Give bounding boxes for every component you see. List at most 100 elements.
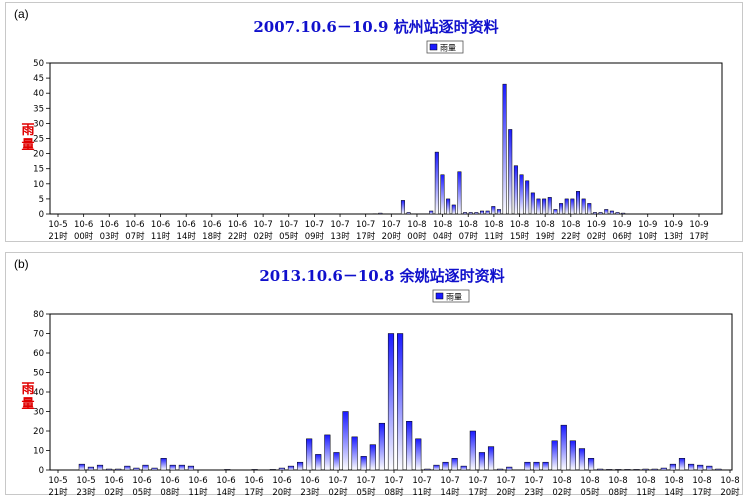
bar — [615, 212, 620, 215]
bar — [106, 468, 113, 471]
bar — [474, 212, 479, 215]
bar — [651, 468, 658, 471]
bar — [287, 465, 295, 471]
x-tick-label-date: 10-9 — [587, 220, 606, 230]
y-tick-label: 35 — [33, 104, 44, 114]
bar — [587, 203, 592, 215]
x-tick-label-hour: 00时 — [74, 231, 94, 242]
x-tick-label-hour: 08时 — [160, 487, 180, 496]
x-tick-label-hour: 11时 — [484, 231, 504, 242]
x-tick-label-date: 10-6 — [104, 476, 123, 486]
x-tick-label-date: 10-9 — [638, 220, 657, 230]
bar — [547, 197, 552, 215]
x-tick-label-hour: 08时 — [608, 487, 628, 496]
bar — [606, 469, 613, 471]
x-tick-label-date: 10-6 — [125, 220, 144, 230]
bar — [578, 448, 586, 471]
bar — [597, 468, 604, 471]
x-tick-label-date: 10-6 — [177, 220, 196, 230]
bar — [633, 469, 640, 471]
y-tick-label: 30 — [33, 408, 44, 418]
x-tick-label-hour: 17时 — [468, 487, 488, 496]
x-tick-label-date: 10-6 — [202, 220, 221, 230]
bar — [278, 467, 285, 471]
bar — [487, 446, 495, 471]
x-tick-label-hour: 21时 — [48, 231, 68, 242]
x-tick-label-date: 10-7 — [328, 476, 347, 486]
x-tick-label-hour: 05时 — [580, 487, 600, 496]
y-tick-label: 40 — [33, 388, 44, 398]
x-tick-label-hour: 08时 — [384, 487, 404, 496]
x-tick-label-hour: 00时 — [407, 231, 427, 242]
bar — [570, 198, 575, 215]
y-tick-label: 20 — [33, 150, 44, 160]
x-tick-label-date: 10-5 — [48, 220, 67, 230]
bar — [669, 463, 676, 471]
x-tick-label-date: 10-6 — [228, 220, 247, 230]
bar — [406, 421, 413, 471]
bar — [187, 465, 195, 471]
x-tick-label-hour: 17时 — [244, 487, 264, 496]
x-tick-label-hour: 07时 — [459, 231, 479, 242]
x-tick-label-date: 10-7 — [468, 476, 487, 486]
x-tick-label-hour: 23时 — [76, 487, 96, 496]
plot-area — [49, 62, 723, 215]
legend-swatch — [435, 292, 444, 300]
x-tick-label-date: 10-7 — [356, 220, 375, 230]
bar — [387, 333, 395, 471]
bar — [397, 333, 404, 471]
bar — [519, 174, 524, 215]
bar — [269, 469, 276, 471]
bar — [169, 464, 176, 471]
bar — [369, 444, 376, 471]
x-tick-label-hour: 22时 — [561, 231, 581, 242]
legend-swatch — [429, 43, 438, 51]
bar — [463, 212, 468, 215]
x-tick-label-hour: 03时 — [100, 231, 120, 242]
y-tick-label: 50 — [33, 369, 44, 379]
bar — [78, 463, 85, 471]
bar — [715, 468, 722, 471]
x-tick-label-hour: 11时 — [412, 487, 432, 496]
x-tick-label-hour: 14时 — [216, 487, 236, 496]
x-tick-label-hour: 09时 — [305, 231, 325, 242]
x-tick-label-date: 10-7 — [305, 220, 324, 230]
x-tick-label-hour: 02时 — [328, 487, 348, 496]
x-tick-label-date: 10-6 — [74, 220, 93, 230]
bar — [440, 174, 445, 215]
x-tick-label-date: 10-7 — [279, 220, 298, 230]
x-tick-label-date: 10-7 — [524, 476, 543, 486]
bar — [351, 436, 358, 471]
bar — [429, 210, 434, 215]
x-tick-label-date: 10-6 — [160, 476, 179, 486]
bar — [306, 438, 313, 471]
y-tick-label: 45 — [33, 74, 44, 84]
bar — [342, 411, 349, 471]
bar — [124, 465, 131, 471]
bar — [485, 210, 490, 215]
x-tick-label-hour: 14时 — [664, 487, 684, 496]
x-tick-label-date: 10-7 — [253, 220, 272, 230]
bar — [551, 440, 558, 471]
y-tick-label: 60 — [33, 349, 44, 359]
x-tick-label-date: 10-5 — [48, 476, 67, 486]
bar — [496, 209, 501, 215]
bar — [480, 210, 484, 215]
y-tick-label: 10 — [33, 180, 44, 190]
x-tick-label-hour: 07时 — [125, 231, 145, 242]
chart-title: 2013.10.6－10.8 余姚站逐时资料 — [259, 267, 504, 285]
x-tick-label-date: 10-6 — [272, 476, 291, 486]
bar — [457, 171, 462, 215]
x-tick-label-hour: 02时 — [253, 231, 273, 242]
x-tick-label-hour: 14时 — [177, 231, 197, 242]
x-tick-label-date: 10-6 — [244, 476, 263, 486]
x-tick-label-hour: 20时 — [272, 487, 292, 496]
bar — [178, 464, 185, 471]
y-tick-label: 70 — [33, 330, 44, 340]
x-tick-label-date: 10-8 — [636, 476, 655, 486]
x-tick-label-hour: 20时 — [720, 487, 740, 496]
x-tick-label-date: 10-8 — [510, 220, 529, 230]
x-tick-label-hour: 18时 — [202, 231, 222, 242]
bar — [491, 206, 496, 215]
